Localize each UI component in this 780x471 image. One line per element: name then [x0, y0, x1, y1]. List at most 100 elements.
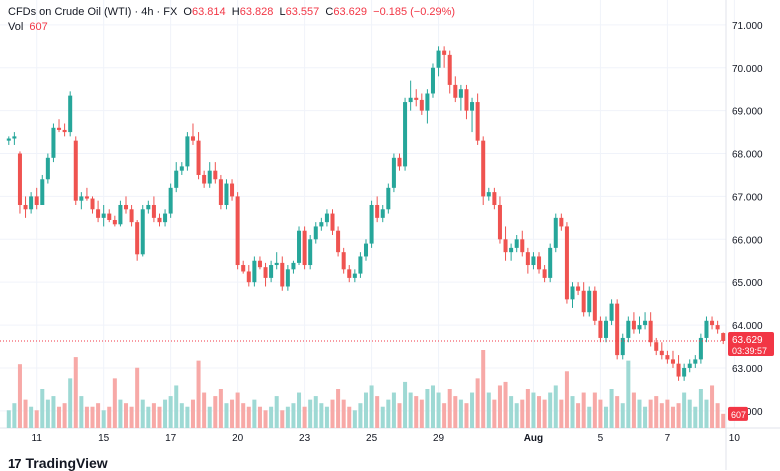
- candle-body: [257, 260, 262, 268]
- volume-bar: [615, 396, 620, 428]
- volume-bar: [163, 399, 168, 428]
- volume-bar: [369, 385, 374, 428]
- volume-bar: [537, 396, 542, 428]
- candle-body: [135, 222, 140, 255]
- volume-bar: [620, 403, 625, 428]
- candle-body: [168, 187, 173, 214]
- price-tick-label: 65.000: [732, 278, 763, 289]
- time-tick-label: 20: [232, 433, 244, 444]
- volume-bar: [665, 399, 670, 428]
- volume-bar: [280, 410, 285, 428]
- close-value: 63.629: [333, 6, 368, 18]
- candle-body: [151, 204, 156, 218]
- candle-body: [380, 209, 385, 218]
- candle-body: [430, 67, 435, 94]
- volume-bar: [230, 399, 235, 428]
- candle-body: [12, 136, 17, 139]
- volume-bar: [45, 399, 50, 428]
- volume-bar: [101, 410, 106, 428]
- candle-body: [481, 140, 486, 197]
- volume-bar: [207, 406, 212, 428]
- volume-bar: [297, 392, 302, 428]
- candle-body: [73, 140, 78, 201]
- volume-bar: [73, 357, 78, 428]
- volume-bar: [179, 403, 184, 428]
- candle-body: [464, 89, 469, 111]
- volume-bar: [520, 399, 525, 428]
- candle-body: [17, 153, 22, 205]
- candle-body: [330, 213, 335, 231]
- volume-bar: [90, 406, 95, 428]
- price-tick-label: 66.000: [732, 235, 763, 246]
- volume-bar: [6, 410, 11, 428]
- candle-body: [654, 342, 659, 351]
- candle-body: [213, 170, 218, 180]
- candle-body: [179, 166, 184, 171]
- candle-body: [246, 271, 251, 283]
- candle-body: [598, 320, 603, 338]
- candle-body: [442, 50, 447, 55]
- volume-bar: [23, 399, 28, 428]
- candle-body: [324, 213, 329, 223]
- volume-bar: [704, 399, 709, 428]
- volume-bar: [380, 406, 385, 428]
- volume-bar: [514, 403, 519, 428]
- volume-bar: [140, 399, 145, 428]
- candle-body: [520, 239, 525, 253]
- candle-body: [84, 196, 89, 199]
- volume-bar: [157, 406, 162, 428]
- volume-bar: [693, 406, 698, 428]
- time-tick-label: 5: [598, 433, 604, 444]
- candle-body: [190, 136, 195, 141]
- price-tick-label: 64.000: [732, 321, 763, 332]
- candle-body: [163, 213, 168, 223]
- volume-bar: [291, 403, 296, 428]
- price-tick-label: 68.000: [732, 150, 763, 161]
- volume-bar: [347, 406, 352, 428]
- volume-bar: [363, 392, 369, 428]
- candle-body: [185, 136, 190, 167]
- time-axis[interactable]: 11151720232529Aug57101315: [32, 433, 780, 444]
- candle-body: [497, 204, 502, 240]
- volume-bar: [51, 396, 56, 428]
- volume-bar: [29, 406, 34, 428]
- candle-body: [698, 337, 703, 360]
- volume-bar: [564, 371, 569, 428]
- volume-bar: [509, 396, 514, 428]
- volume-bar: [107, 406, 112, 428]
- tradingview-logo[interactable]: 17 TradingView: [8, 455, 108, 471]
- time-tick-label: 23: [299, 433, 311, 444]
- volume-bar: [218, 389, 223, 428]
- volume-bar: [408, 392, 413, 428]
- volume-bar: [308, 399, 313, 428]
- volume-bar: [698, 389, 703, 428]
- volume-bar: [559, 399, 564, 428]
- last-price-badge: [728, 331, 774, 356]
- candle-body: [542, 269, 547, 278]
- symbol-header: CFDs on Crude Oil (WTI) · 4h · FX O63.81…: [8, 6, 455, 18]
- volume-bar: [682, 392, 687, 428]
- candle-body: [29, 196, 34, 210]
- candle-body: [386, 187, 391, 210]
- volume-bar: [676, 403, 681, 428]
- candle-body: [687, 363, 692, 368]
- candle-body: [564, 226, 569, 300]
- symbol-title[interactable]: CFDs on Crude Oil (WTI) · 4h · FX: [8, 6, 178, 18]
- price-axis[interactable]: 62.00063.00064.00065.00066.00067.00068.0…: [732, 21, 763, 418]
- volume-bar: [324, 406, 329, 428]
- candle-body: [336, 230, 341, 253]
- candle-body: [397, 157, 402, 167]
- candle-body: [620, 337, 625, 356]
- candle-body: [665, 355, 670, 360]
- candle-body: [509, 247, 514, 253]
- volume-bar: [531, 392, 536, 428]
- candle-body: [224, 183, 229, 205]
- volume-bar: [592, 392, 597, 428]
- candle-body: [6, 138, 11, 141]
- candle-body: [23, 204, 28, 210]
- candle-body: [291, 262, 296, 270]
- candle-body: [202, 174, 207, 184]
- candle-body: [218, 179, 223, 205]
- volume-bar: [721, 413, 726, 428]
